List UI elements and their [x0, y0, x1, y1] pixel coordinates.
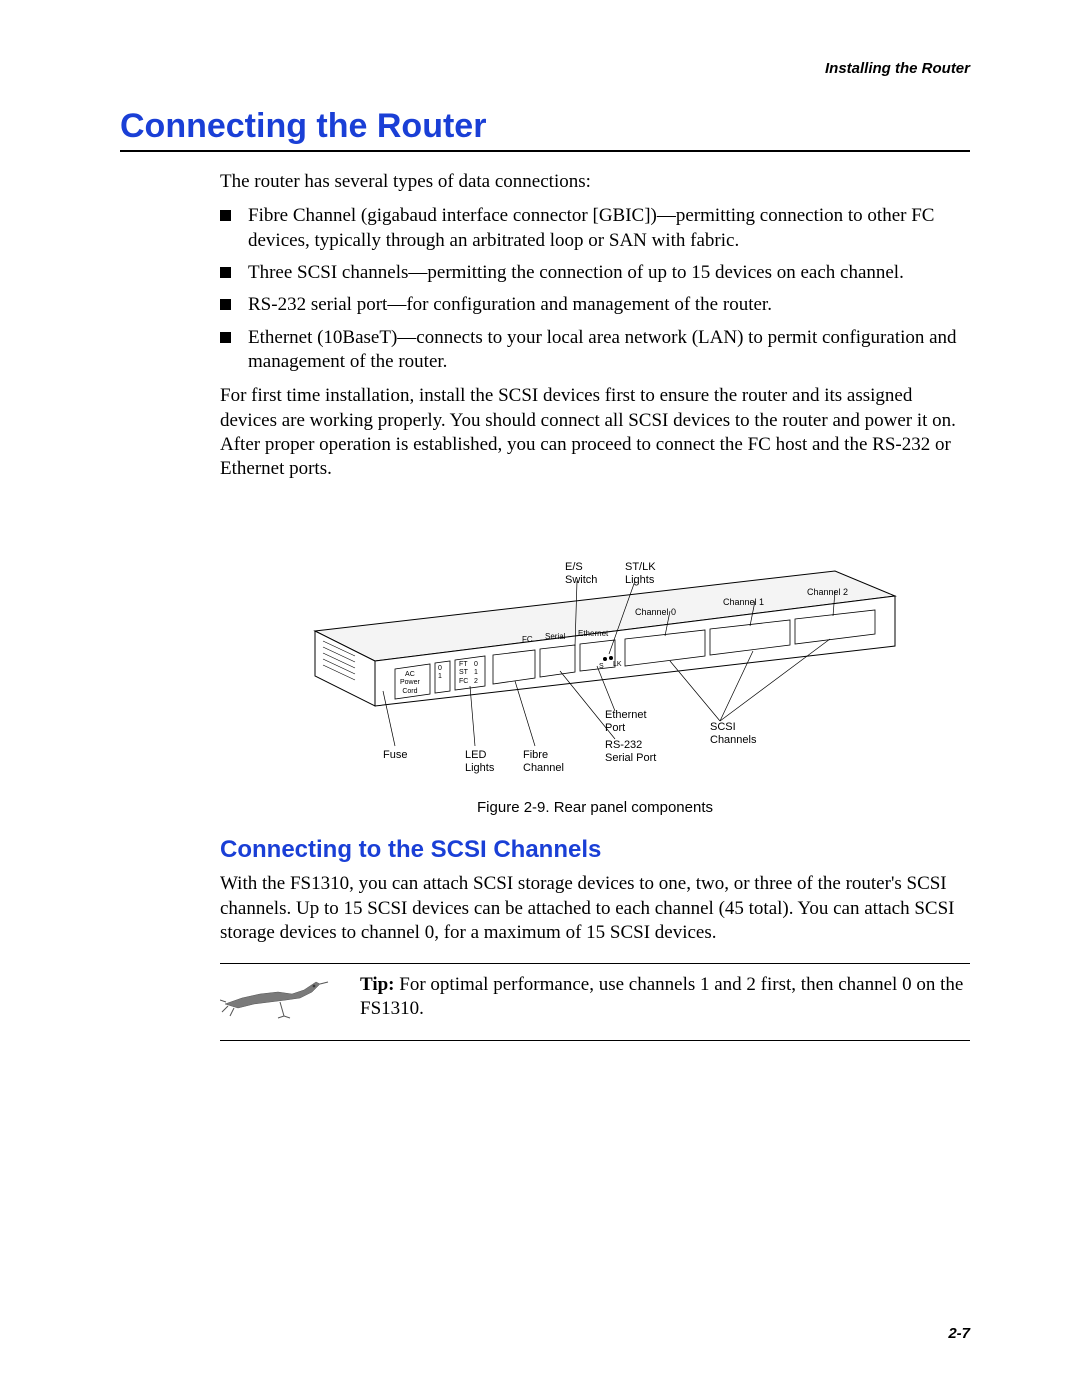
page: Installing the Router Connecting the Rou… — [0, 0, 1080, 1397]
callout-serial-top: Serial — [545, 632, 565, 641]
callout-lk: LK — [613, 661, 622, 669]
body-block: The router has several types of data con… — [220, 170, 970, 481]
intro-paragraph: The router has several types of data con… — [220, 170, 970, 194]
tip-rule-top — [220, 963, 970, 964]
callout-eth-top: Ethernet — [578, 629, 608, 638]
callout-rs232: RS-232 Serial Port — [605, 739, 656, 764]
callout-fibre: Fibre Channel — [523, 749, 564, 774]
tip-text: Tip: For optimal performance, use channe… — [360, 973, 970, 1022]
paragraph: For first time installation, install the… — [220, 384, 970, 481]
list-item: RS-232 serial port—for configuration and… — [220, 293, 970, 317]
list-item: Three SCSI channels—permitting the conne… — [220, 261, 970, 285]
scsi-block: With the FS1310, you can attach SCSI sto… — [220, 872, 970, 945]
callout-es-switch: E/S Switch — [565, 561, 597, 586]
figure-diagram: E/S Switch ST/LK Lights Channel 0 Channe… — [275, 511, 915, 791]
tip-row: Tip: For optimal performance, use channe… — [220, 972, 970, 1022]
callout-ch2: Channel 2 — [807, 587, 848, 597]
callout-scsi: SCSI Channels — [710, 721, 756, 746]
roadrunner-icon — [220, 972, 330, 1022]
router-svg — [275, 511, 915, 791]
bullet-list: Fibre Channel (gigabaud interface connec… — [220, 204, 970, 374]
subsection-title: Connecting to the SCSI Channels — [220, 836, 970, 864]
callout-fuse: Fuse — [383, 749, 407, 762]
callout-eth-port: Ethernet Port — [605, 709, 647, 734]
tip-body: For optimal performance, use channels 1 … — [360, 974, 963, 1020]
callout-stlk: ST/LK Lights — [625, 561, 656, 586]
title-rule — [120, 150, 970, 152]
callout-ch1: Channel 1 — [723, 597, 764, 607]
callout-fc-top: FC — [522, 635, 533, 644]
list-item: Fibre Channel (gigabaud interface connec… — [220, 204, 970, 253]
callout-nums: 0 1 2 — [474, 661, 478, 685]
section-title: Connecting the Router — [120, 107, 970, 146]
callout-ft: FT ST FC — [459, 661, 468, 685]
figure: E/S Switch ST/LK Lights Channel 0 Channe… — [220, 511, 970, 816]
callout-ch0: Channel 0 — [635, 607, 676, 617]
figure-caption: Figure 2-9. Rear panel components — [220, 799, 970, 816]
running-header: Installing the Router — [120, 60, 970, 77]
callout-ac: AC Power Cord — [400, 671, 420, 695]
page-number: 2-7 — [948, 1325, 970, 1342]
tip-rule-bottom — [220, 1040, 970, 1041]
paragraph: With the FS1310, you can attach SCSI sto… — [220, 872, 970, 945]
callout-s: S — [599, 663, 604, 671]
callout-sw01: 0 1 — [438, 665, 442, 681]
tip-label: Tip: — [360, 974, 395, 995]
callout-led: LED Lights — [465, 749, 494, 774]
list-item: Ethernet (10BaseT)—connects to your loca… — [220, 326, 970, 375]
